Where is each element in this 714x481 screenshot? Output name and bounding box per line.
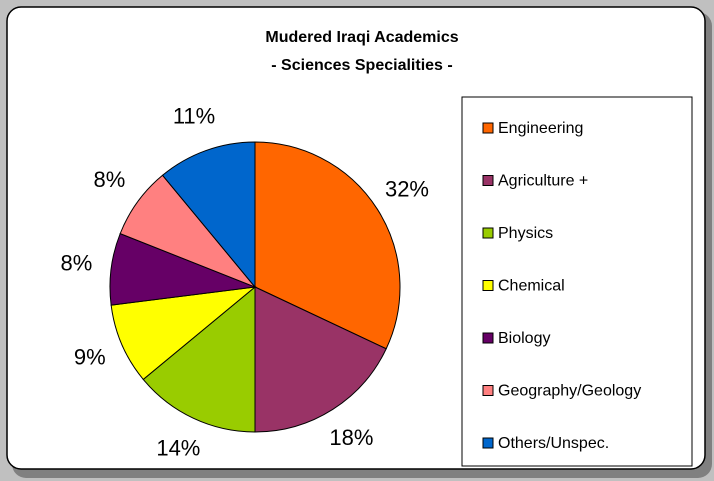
pie-slice (254, 141, 401, 350)
legend-swatch (482, 437, 494, 449)
legend-swatch (482, 332, 494, 344)
pie-slice (142, 285, 256, 433)
chart-subtitle: - Sciences Specialities - (271, 57, 452, 74)
pie-slice (110, 286, 257, 381)
legend-swatch (482, 280, 494, 291)
legend-label: Others/Unspec. (498, 435, 609, 452)
legend-label: Chemical (498, 278, 565, 295)
legend-box (461, 96, 693, 467)
pie-slice (161, 141, 256, 289)
legend-label: Agriculture + (498, 173, 588, 190)
legend-swatch (482, 227, 494, 239)
chart-title: Mudered Iraqi Academics (265, 29, 458, 46)
legend-swatch (482, 175, 494, 186)
pie-slice (254, 286, 387, 433)
value-label: 14% (156, 436, 200, 461)
value-label: 9% (74, 344, 106, 369)
value-label: 8% (61, 250, 93, 275)
legend-label: Geography/Geology (498, 383, 641, 400)
legend-swatch (482, 385, 494, 396)
value-label: 11% (173, 103, 215, 128)
legend-label: Physics (498, 225, 553, 242)
legend-label: Biology (498, 330, 550, 347)
value-label: 18% (329, 425, 373, 450)
legend-label: Engineering (498, 120, 583, 137)
value-label: 32% (385, 176, 429, 201)
value-label: 8% (93, 167, 125, 192)
legend-swatch (482, 122, 494, 134)
